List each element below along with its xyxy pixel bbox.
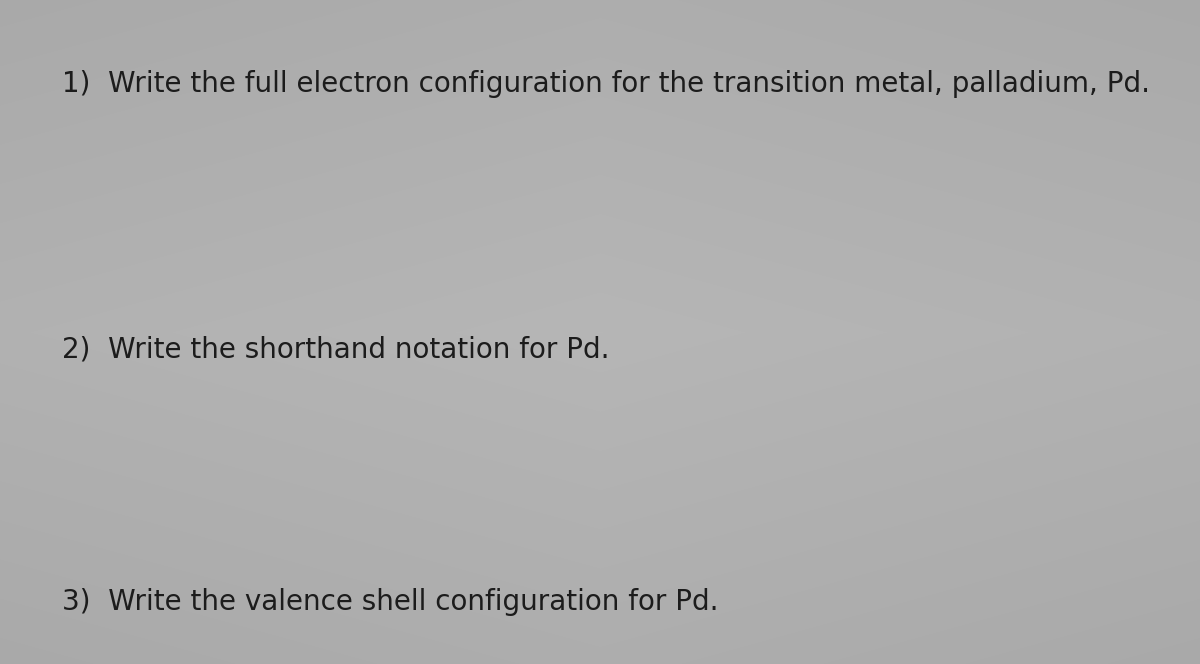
Text: 3)  Write the valence shell configuration for Pd.: 3) Write the valence shell configuration… (62, 588, 719, 616)
Text: 1)  Write the full electron configuration for the transition metal, palladium, P: 1) Write the full electron configuration… (62, 70, 1151, 98)
Text: 2)  Write the shorthand notation for Pd.: 2) Write the shorthand notation for Pd. (62, 335, 610, 363)
